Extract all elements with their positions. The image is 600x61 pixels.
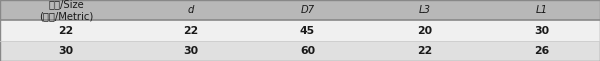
Bar: [0, 0, 132, 20]
Text: 60: 60: [300, 46, 315, 56]
Text: 22: 22: [183, 25, 198, 36]
Bar: [366, 20, 483, 41]
Bar: [249, 20, 366, 41]
Text: 22: 22: [58, 25, 74, 36]
Text: 26: 26: [534, 46, 549, 56]
Text: D7: D7: [301, 5, 314, 15]
Bar: [249, 41, 366, 61]
Text: L3: L3: [419, 5, 431, 15]
Text: 30: 30: [534, 25, 549, 36]
Bar: [0, 41, 132, 61]
Text: 22: 22: [417, 46, 432, 56]
Text: 规格/Size
(公制/Metric): 规格/Size (公制/Metric): [39, 0, 93, 21]
Text: L1: L1: [536, 5, 548, 15]
Text: 30: 30: [58, 46, 74, 56]
Bar: [132, 20, 249, 41]
Text: d: d: [187, 5, 194, 15]
Bar: [249, 0, 366, 20]
Text: 30: 30: [183, 46, 198, 56]
Text: 20: 20: [417, 25, 432, 36]
Bar: [0, 20, 132, 41]
Bar: [132, 0, 249, 20]
Bar: [366, 41, 483, 61]
Bar: [483, 41, 600, 61]
Bar: [483, 0, 600, 20]
Bar: [483, 20, 600, 41]
Bar: [366, 0, 483, 20]
Bar: [132, 41, 249, 61]
Text: 45: 45: [300, 25, 315, 36]
